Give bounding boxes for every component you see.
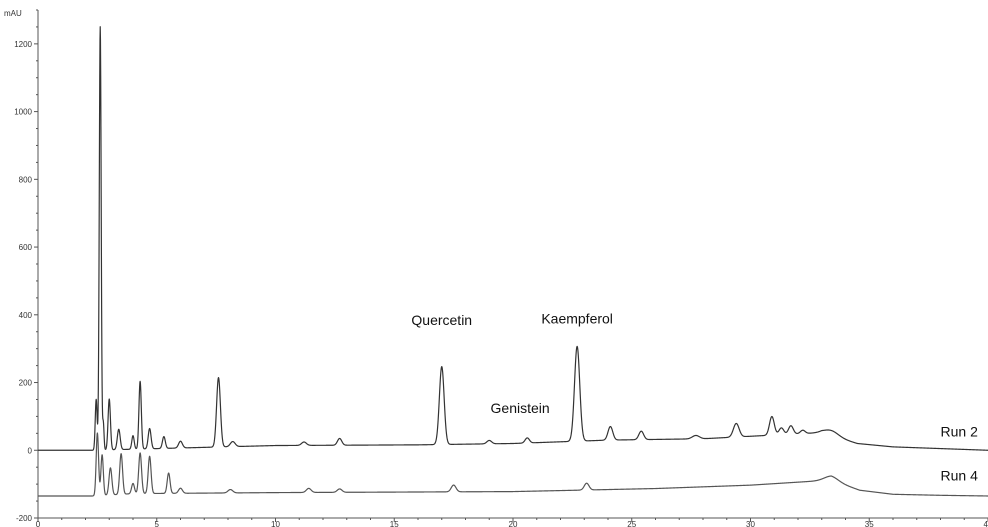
peak-label-genistein: Genistein: [491, 400, 550, 416]
peak-label-quercetin: Quercetin: [411, 312, 472, 328]
y-tick-label: -200: [16, 514, 33, 523]
series-label-run-4: Run 4: [941, 468, 979, 484]
series-label-run-2: Run 2: [941, 424, 979, 440]
series-labels: Run 2 Run 4: [941, 424, 979, 484]
series-line-run-2: [37, 26, 988, 451]
x-tick-label: 35: [865, 520, 874, 527]
y-ticks: -200 0 200 400 600 800 1000 1200: [14, 9, 38, 523]
x-tick-label: 0: [36, 520, 41, 527]
y-unit-label: mAU: [4, 9, 22, 18]
y-tick-label: 400: [19, 311, 33, 320]
x-ticks: 0 5 10 15 20 25 30 35 40: [36, 518, 988, 527]
x-tick-label: 10: [271, 520, 280, 527]
y-tick-label: 200: [19, 379, 33, 388]
x-tick-label: 30: [746, 520, 755, 527]
annotations: Quercetin Genistein Kaempferol: [411, 310, 613, 416]
x-tick-label: 15: [390, 520, 399, 527]
series-line-run-4: [37, 432, 988, 497]
x-tick-label: 20: [509, 520, 518, 527]
y-tick-label: 600: [19, 243, 33, 252]
peak-label-kaempferol: Kaempferol: [541, 310, 613, 326]
y-tick-label: 1200: [14, 40, 32, 49]
y-tick-label: 1000: [14, 108, 32, 117]
traces: [37, 26, 988, 497]
x-tick-label: 5: [155, 520, 160, 527]
x-tick-label: 25: [627, 520, 636, 527]
y-tick-label: 800: [19, 175, 33, 184]
x-tick-label: 40: [984, 520, 988, 527]
y-tick-label: 0: [28, 446, 33, 455]
